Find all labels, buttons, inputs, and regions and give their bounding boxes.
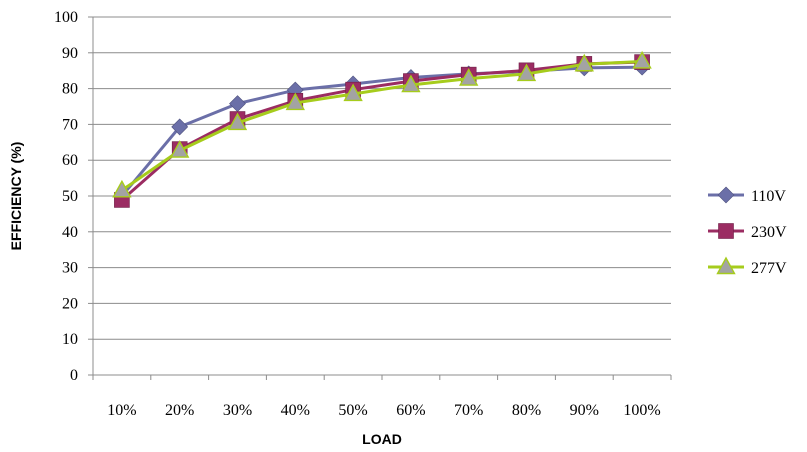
- y-tick-label: 50: [62, 188, 78, 205]
- legend-item-230V: 230V: [708, 223, 787, 241]
- series-230V: [114, 54, 650, 208]
- x-tick-label: 40%: [281, 402, 310, 419]
- legend-item-110V: 110V: [708, 186, 786, 205]
- legend-marker-230V: [718, 223, 734, 239]
- y-tick-label: 10: [62, 331, 78, 348]
- series-group: [112, 50, 652, 208]
- y-tick-label: 100: [54, 9, 78, 26]
- data-point-110V: [171, 118, 189, 136]
- y-axis-title: EFFICIENCY (%): [8, 142, 24, 251]
- legend-marker-110V: [717, 186, 735, 204]
- x-tick-label: 90%: [570, 402, 599, 419]
- x-tick-label: 30%: [223, 402, 252, 419]
- legend-label: 110V: [751, 188, 786, 205]
- axes: [88, 16, 672, 380]
- series-277V: [112, 50, 652, 198]
- series-line-277V: [121, 59, 643, 192]
- data-point-277V: [227, 112, 248, 131]
- legend-label: 277V: [751, 260, 787, 277]
- data-point-277V: [632, 50, 652, 69]
- legend-item-277V: 277V: [708, 256, 787, 277]
- data-point-277V: [574, 53, 594, 72]
- data-point-277V: [170, 140, 190, 158]
- x-tick-label: 60%: [396, 402, 425, 419]
- y-tick-label: 30: [62, 260, 78, 277]
- x-tick-label: 70%: [454, 402, 483, 419]
- legend-marker-277V: [716, 256, 736, 275]
- series-110V: [113, 58, 651, 205]
- x-tick-label: 20%: [165, 402, 194, 419]
- y-tick-label: 70: [62, 116, 78, 133]
- y-tick-labels: 0 10 20 30 40 50 60 70 80 90 100: [54, 9, 78, 384]
- x-tick-label: 10%: [107, 402, 136, 419]
- legend: 110V 230V 277V: [708, 186, 787, 277]
- series-line-230V: [120, 60, 643, 202]
- data-point-277V: [112, 179, 132, 198]
- data-point-277V: [459, 68, 479, 86]
- y-tick-label: 0: [70, 367, 78, 384]
- data-point-277V: [401, 74, 421, 93]
- y-tick-label: 60: [62, 152, 78, 169]
- data-point-277V: [343, 83, 363, 102]
- data-point-277V: [285, 92, 305, 111]
- y-tick-label: 80: [62, 81, 78, 98]
- x-tick-label: 100%: [623, 402, 660, 419]
- y-tick-label: 90: [62, 45, 78, 62]
- x-tick-label: 50%: [338, 402, 367, 419]
- x-tick-label: 80%: [512, 402, 541, 419]
- y-tick-label: 40: [62, 224, 78, 241]
- data-point-110V: [229, 95, 246, 113]
- legend-label: 230V: [751, 224, 787, 241]
- x-tick-labels: 10% 20% 30% 40% 50% 60% 70% 80% 90% 100%: [107, 402, 661, 419]
- y-tick-label: 20: [62, 295, 78, 312]
- data-point-277V: [516, 63, 537, 82]
- x-axis-title: LOAD: [362, 431, 402, 447]
